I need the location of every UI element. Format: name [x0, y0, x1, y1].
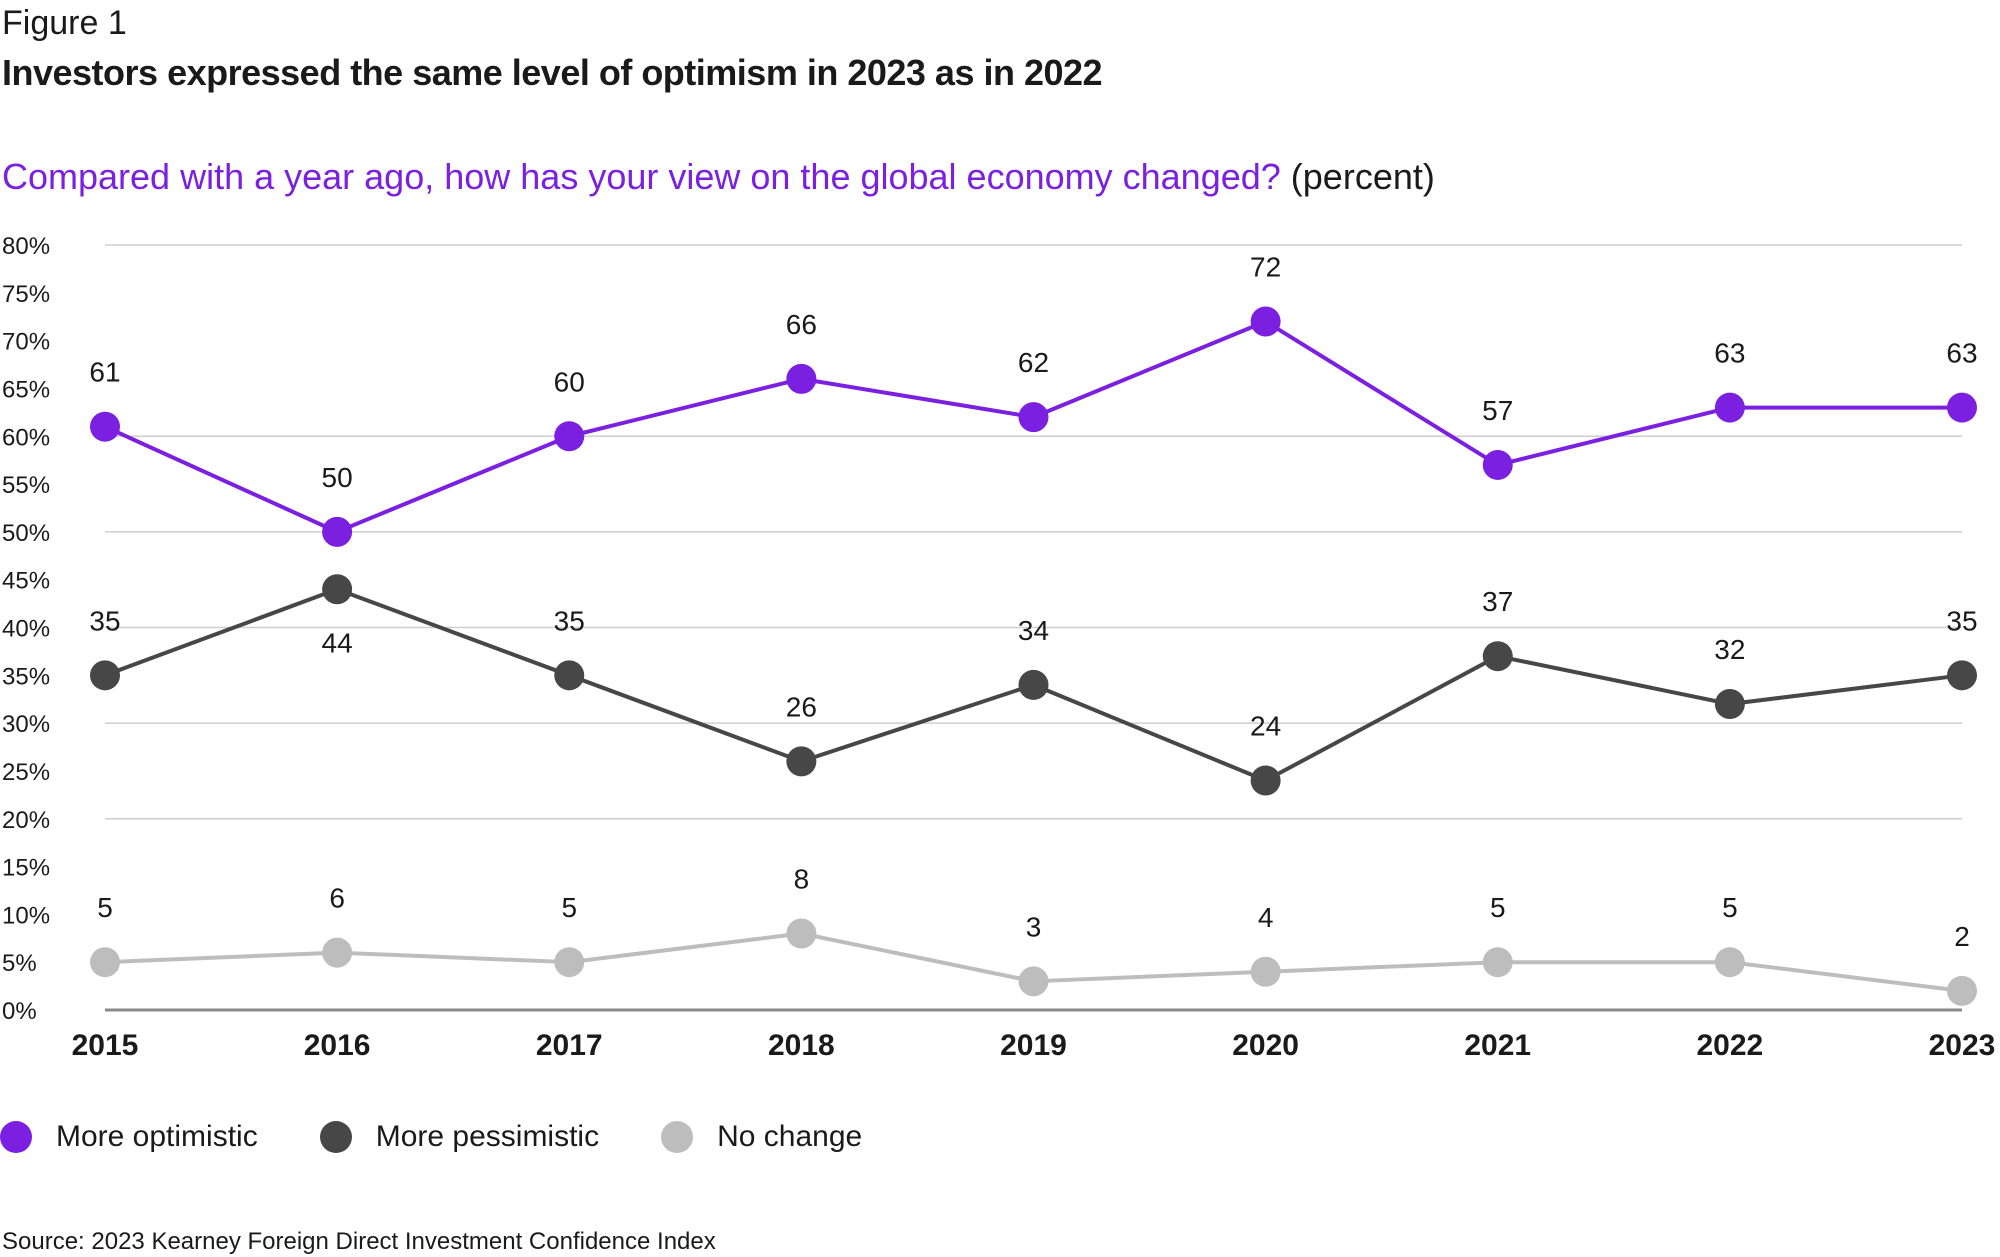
- data-label: 5: [1722, 892, 1738, 923]
- legend-swatch-pessimistic: [319, 1121, 352, 1153]
- data-point: [322, 516, 353, 547]
- data-point: [786, 363, 817, 394]
- data-point: [1250, 956, 1281, 987]
- y-tick-label: 60%: [2, 424, 50, 451]
- data-point: [90, 947, 120, 978]
- data-point: [554, 947, 585, 978]
- data-point: [554, 660, 585, 691]
- legend-swatch-no-change: [661, 1121, 694, 1153]
- data-label: 60: [554, 366, 585, 397]
- legend: More optimistic More pessimistic No chan…: [0, 1120, 924, 1154]
- data-label: 57: [1482, 395, 1513, 426]
- data-label: 35: [1946, 605, 1977, 636]
- y-tick-label: 10%: [2, 902, 50, 929]
- x-tick-label: 2015: [72, 1029, 139, 1062]
- data-label: 4: [1258, 902, 1274, 933]
- data-point: [786, 746, 817, 777]
- data-label: 72: [1250, 252, 1281, 283]
- figure-label: Figure 1: [2, 4, 127, 42]
- y-tick-label: 20%: [2, 807, 50, 834]
- data-label: 35: [89, 605, 120, 636]
- data-label: 62: [1018, 347, 1049, 378]
- data-point: [1250, 765, 1281, 796]
- data-label: 35: [554, 605, 585, 636]
- x-tick-label: 2016: [304, 1029, 371, 1062]
- data-point: [1250, 306, 1281, 337]
- data-point: [1714, 392, 1745, 423]
- data-label: 63: [1946, 338, 1977, 369]
- legend-item-no-change: No change: [661, 1120, 862, 1154]
- y-tick-label: 65%: [2, 376, 50, 403]
- data-label: 8: [794, 864, 810, 895]
- data-label: 32: [1714, 634, 1745, 665]
- y-tick-label: 75%: [2, 281, 50, 308]
- y-tick-label: 15%: [2, 855, 50, 882]
- y-tick-label: 0%: [2, 998, 37, 1025]
- x-tick-label: 2021: [1464, 1029, 1531, 1062]
- legend-label-pessimistic: More pessimistic: [375, 1120, 600, 1153]
- data-point: [322, 574, 353, 605]
- data-point: [1947, 660, 1977, 691]
- y-tick-label: 80%: [2, 233, 50, 260]
- legend-label-no-change: No change: [717, 1120, 863, 1153]
- x-tick-label: 2022: [1697, 1029, 1764, 1062]
- legend-item-pessimistic: More pessimistic: [319, 1120, 600, 1154]
- legend-swatch-optimistic: [0, 1121, 32, 1153]
- source-note: Source: 2023 Kearney Foreign Direct Inve…: [2, 1228, 716, 1255]
- data-label: 5: [1490, 892, 1506, 923]
- data-label: 3: [1026, 911, 1042, 942]
- data-point: [1947, 975, 1977, 1006]
- y-tick-label: 5%: [2, 950, 37, 977]
- legend-label-optimistic: More optimistic: [56, 1120, 258, 1153]
- data-label: 34: [1018, 615, 1049, 646]
- x-tick-label: 2017: [536, 1029, 603, 1062]
- data-label: 5: [561, 892, 577, 923]
- data-label: 63: [1714, 338, 1745, 369]
- data-point: [1714, 689, 1745, 719]
- data-point: [1714, 947, 1745, 978]
- y-tick-label: 35%: [2, 663, 50, 690]
- y-tick-label: 55%: [2, 472, 50, 499]
- chart-title: Investors expressed the same level of op…: [2, 52, 1103, 93]
- data-label: 44: [322, 627, 353, 658]
- y-tick-label: 30%: [2, 711, 50, 738]
- data-label: 5: [97, 892, 113, 923]
- data-point: [1482, 947, 1513, 978]
- chart-question: Compared with a year ago, how has your v…: [2, 156, 1435, 198]
- data-point: [1482, 449, 1513, 480]
- line-chart: 0% 5% 10% 15% 20% 25% 30% 35% 40% 45% 50% 55% 60% 65%…: [2, 233, 1996, 1062]
- data-label: 6: [329, 883, 345, 914]
- data-point: [1947, 392, 1977, 423]
- data-label: 50: [322, 462, 353, 493]
- data-label: 2: [1954, 921, 1970, 952]
- data-point: [786, 918, 817, 949]
- y-tick-label: 50%: [2, 520, 50, 547]
- data-label: 61: [89, 357, 120, 388]
- y-tick-label: 25%: [2, 759, 50, 786]
- x-tick-label: 2018: [768, 1029, 835, 1062]
- data-point: [1018, 402, 1049, 433]
- data-label: 37: [1482, 586, 1513, 617]
- data-label: 26: [786, 691, 817, 722]
- question-text: Compared with a year ago, how has your v…: [2, 156, 1281, 197]
- y-tick-label: 45%: [2, 568, 50, 595]
- x-tick-label: 2020: [1232, 1029, 1299, 1062]
- data-label: 66: [786, 309, 817, 340]
- data-label: 24: [1250, 711, 1281, 742]
- legend-item-optimistic: More optimistic: [0, 1120, 258, 1154]
- data-point: [90, 411, 120, 442]
- y-tick-label: 70%: [2, 329, 50, 356]
- x-tick-label: 2023: [1929, 1029, 1996, 1062]
- data-point: [1482, 641, 1513, 672]
- y-tick-label: 40%: [2, 616, 50, 643]
- x-tick-label: 2019: [1000, 1029, 1067, 1062]
- data-point: [90, 660, 120, 691]
- data-point: [1018, 669, 1049, 700]
- data-point: [554, 421, 585, 452]
- data-point: [322, 937, 353, 968]
- unit-label: (percent): [1290, 156, 1435, 197]
- data-point: [1018, 966, 1049, 997]
